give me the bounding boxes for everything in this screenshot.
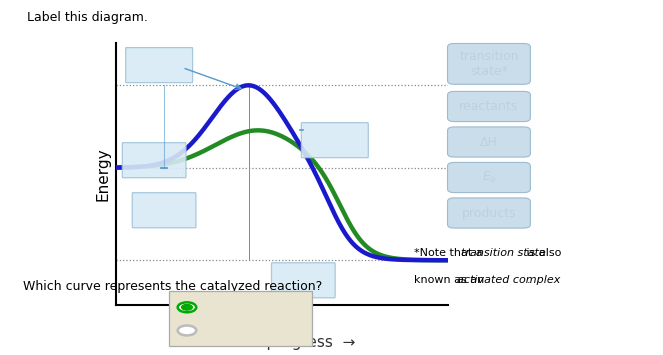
Text: is also: is also bbox=[523, 248, 562, 258]
Text: Label this diagram.: Label this diagram. bbox=[27, 11, 147, 24]
FancyBboxPatch shape bbox=[126, 48, 192, 83]
Text: green (bottom): green (bottom) bbox=[202, 324, 297, 337]
FancyBboxPatch shape bbox=[122, 143, 186, 178]
FancyBboxPatch shape bbox=[272, 263, 335, 298]
Text: known as an: known as an bbox=[414, 275, 488, 285]
Text: .: . bbox=[527, 275, 530, 285]
Text: transition
state*: transition state* bbox=[459, 50, 518, 78]
Text: $E_a$: $E_a$ bbox=[481, 170, 497, 185]
FancyBboxPatch shape bbox=[132, 193, 196, 228]
Text: reactants: reactants bbox=[459, 100, 518, 113]
Text: ΔH: ΔH bbox=[480, 136, 498, 148]
Text: Reaction progress  →: Reaction progress → bbox=[195, 335, 355, 350]
FancyBboxPatch shape bbox=[301, 123, 369, 158]
Text: transition state: transition state bbox=[461, 248, 546, 258]
Text: blue (top): blue (top) bbox=[202, 301, 263, 314]
Text: *Note that a: *Note that a bbox=[414, 248, 487, 258]
Y-axis label: Energy: Energy bbox=[95, 147, 111, 201]
Text: Which curve represents the catalyzed reaction?: Which curve represents the catalyzed rea… bbox=[23, 280, 322, 294]
Text: products: products bbox=[461, 207, 516, 219]
Text: activated complex: activated complex bbox=[457, 275, 561, 285]
